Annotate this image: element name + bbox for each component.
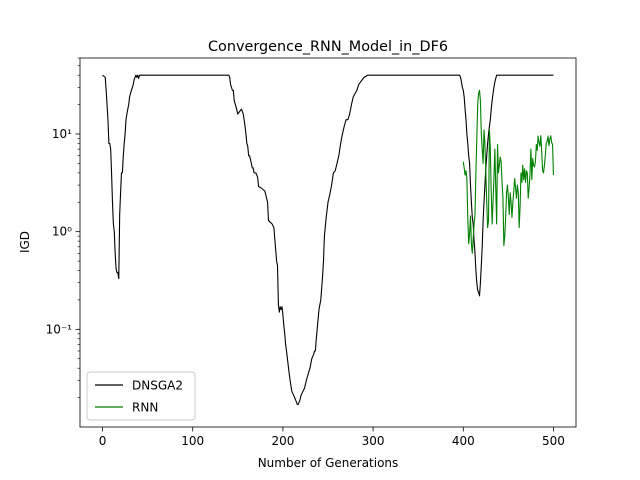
plot-frame	[79, 57, 577, 428]
x-tick-label: 300	[362, 434, 385, 448]
x-tick-label: 100	[181, 434, 204, 448]
legend-label-dnsga2: DNSGA2	[132, 379, 183, 393]
chart-title: Convergence_RNN_Model_in_DF6	[208, 39, 448, 55]
series-line-rnn	[462, 89, 554, 254]
series-layer	[102, 74, 554, 406]
x-axis-label: Number of Generations	[258, 456, 399, 470]
y-tick-label: 10⁻¹	[46, 322, 73, 336]
x-axis: 0 100 200 300 400 500	[99, 427, 565, 448]
x-tick-label: 0	[99, 434, 107, 448]
y-axis: 10⁻¹ 10⁰ 10¹	[46, 57, 80, 398]
x-tick-label: 200	[271, 434, 294, 448]
y-tick-label: 10¹	[52, 127, 72, 141]
series-line-dnsga2	[102, 74, 554, 406]
legend: DNSGA2 RNN	[86, 371, 196, 421]
y-tick-label: 10⁰	[52, 225, 72, 239]
x-tick-label: 400	[452, 434, 475, 448]
x-tick-label: 500	[542, 434, 565, 448]
y-axis-label: IGD	[18, 231, 32, 253]
legend-label-rnn: RNN	[132, 401, 158, 415]
legend-frame	[86, 371, 196, 421]
